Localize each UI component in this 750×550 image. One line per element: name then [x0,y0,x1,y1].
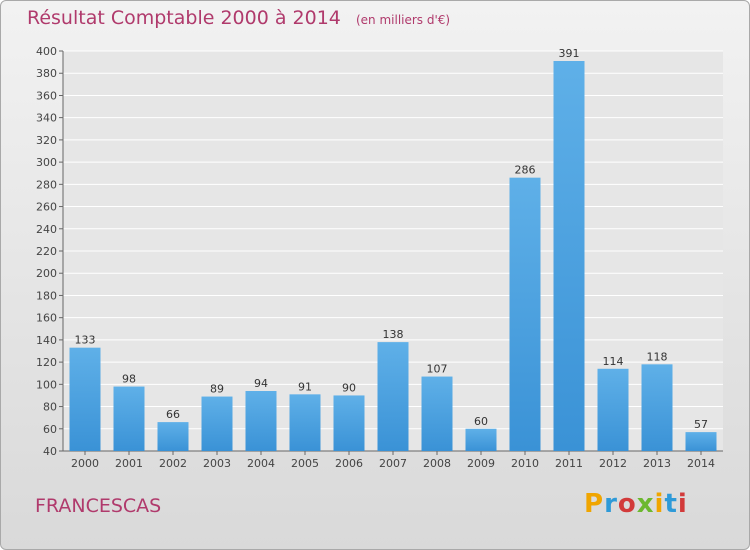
logo-letter: t [664,489,678,519]
y-tick-label: 120 [36,356,57,369]
bar-value-label: 91 [298,380,312,393]
bar [685,432,717,451]
y-tick-label: 340 [36,112,57,125]
y-tick-label: 100 [36,378,57,391]
y-tick-label: 160 [36,312,57,325]
bar-value-label: 286 [515,164,536,177]
logo-letter: x [636,489,655,519]
y-tick-label: 40 [43,445,57,458]
x-tick-label: 2014 [687,457,715,470]
y-tick-label: 400 [36,45,57,58]
y-tick-label: 180 [36,289,57,302]
y-tick-label: 60 [43,423,57,436]
x-tick-label: 2004 [247,457,275,470]
y-tick-label: 200 [36,267,57,280]
x-tick-label: 2007 [379,457,407,470]
location-label: FRANCESCAS [35,495,162,517]
y-tick-label: 380 [36,67,57,80]
bar-value-label: 98 [122,373,136,386]
bar-value-label: 133 [75,334,96,347]
bar-value-label: 391 [559,47,580,60]
x-tick-label: 2009 [467,457,495,470]
y-tick-label: 280 [36,178,57,191]
bar [157,422,189,451]
y-tick-label: 300 [36,156,57,169]
bar-value-label: 90 [342,381,356,394]
bar-value-label: 138 [383,328,404,341]
bar-value-label: 94 [254,377,268,390]
bar [377,342,409,451]
y-tick-label: 220 [36,245,57,258]
bar [597,368,629,451]
bar-value-label: 89 [210,383,224,396]
y-tick-label: 240 [36,223,57,236]
bar [201,396,233,451]
x-tick-label: 2003 [203,457,231,470]
x-tick-label: 2005 [291,457,319,470]
bar-value-label: 114 [603,355,624,368]
logo-letter: i [654,489,665,519]
chart-title: Résultat Comptable 2000 à 2014 [27,7,341,29]
logo-letter: r [604,489,618,519]
bar [333,395,365,451]
logo-letter: i [677,489,688,519]
bar [421,376,453,451]
bar-value-label: 118 [647,350,668,363]
bar [69,347,101,451]
bar [553,61,585,451]
title-row: Résultat Comptable 2000 à 2014 (en milli… [27,7,450,29]
y-tick-label: 260 [36,201,57,214]
bar-value-label: 60 [474,415,488,428]
x-tick-label: 2008 [423,457,451,470]
y-tick-label: 140 [36,334,57,347]
x-tick-label: 2006 [335,457,363,470]
y-tick-label: 80 [43,401,57,414]
logo-letter: P [584,489,605,519]
y-tick-label: 360 [36,89,57,102]
chart-subtitle: (en milliers d'€) [355,13,451,27]
bar-value-label: 107 [427,363,448,376]
bar-value-label: 66 [166,408,180,421]
logo-letter: o [617,489,637,519]
bar [245,391,277,451]
x-tick-label: 2013 [643,457,671,470]
x-tick-label: 2010 [511,457,539,470]
y-tick-label: 320 [36,134,57,147]
x-tick-label: 2011 [555,457,583,470]
x-tick-label: 2001 [115,457,143,470]
x-tick-label: 2012 [599,457,627,470]
x-tick-label: 2000 [71,457,99,470]
bar [509,177,541,451]
x-tick-label: 2002 [159,457,187,470]
bar-value-label: 57 [694,418,708,431]
bar [465,428,497,451]
proxiti-logo: Proxiti [584,489,688,519]
bar [289,394,321,451]
bar [641,364,673,451]
bar [113,386,145,451]
